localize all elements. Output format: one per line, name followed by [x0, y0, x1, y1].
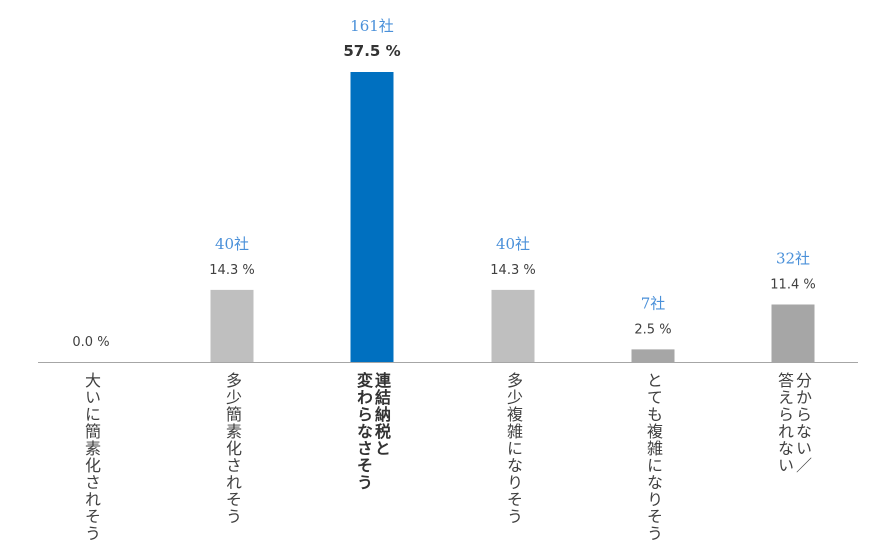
x-tick-label-5: 分からない／ 答えられない	[775, 372, 812, 474]
count-label-3: 40社	[496, 235, 530, 253]
x-tick-label-3: 多少複雑になりそう	[504, 372, 523, 525]
count-label-2: 161社	[350, 17, 394, 35]
value-label-5: 11.4 %	[770, 278, 815, 293]
value-label-4: 2.5 %	[634, 322, 671, 337]
bar-3	[491, 289, 535, 362]
bar-5	[771, 304, 815, 362]
x-tick-label-0: 大いに簡素化されそう	[82, 372, 101, 542]
bar-2	[350, 72, 394, 362]
bar-1	[210, 289, 254, 362]
count-label-1: 40社	[215, 235, 249, 253]
count-label-4: 7社	[641, 294, 666, 312]
count-label-5: 32社	[776, 250, 810, 268]
value-label-0: 0.0 %	[72, 335, 109, 350]
value-label-3: 14.3 %	[490, 263, 535, 278]
x-tick-label-2: 連結納税と 変わらなさそう	[354, 372, 391, 491]
value-label-2: 57.5 %	[343, 42, 400, 60]
x-tick-label-4: とても複雑になりそう	[644, 372, 663, 542]
value-label-1: 14.3 %	[209, 263, 254, 278]
bar-4	[631, 349, 675, 362]
x-tick-label-1: 多少簡素化されそう	[223, 372, 242, 525]
